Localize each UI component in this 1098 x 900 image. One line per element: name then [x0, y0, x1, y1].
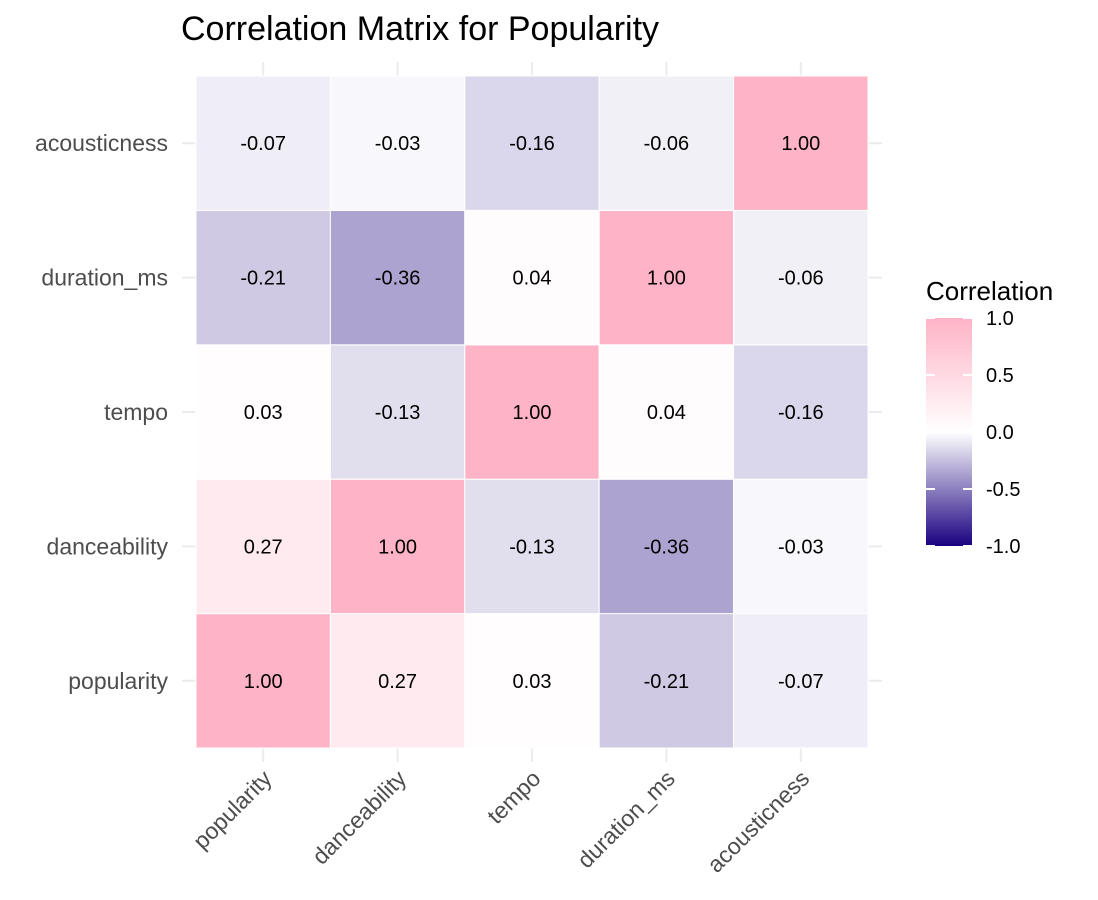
cell-value-label: 0.04	[647, 402, 686, 424]
x-tick-label: acousticness	[702, 765, 814, 877]
heatmap-cell	[733, 209, 869, 346]
heatmap-cell	[464, 613, 600, 749]
heatmap-cell	[733, 478, 869, 615]
cell-value-label: -0.07	[240, 133, 286, 155]
cell-value-labels: 1.00 0.27 0.03 -0.21 -0.07 0.27 1.00 -0.13 -0.36…	[240, 133, 823, 693]
heatmap-cells	[195, 75, 869, 749]
legend-title: Correlation	[926, 276, 1053, 306]
cell-value-label: -0.36	[644, 536, 690, 558]
legend-tick-label: -1.0	[986, 536, 1020, 558]
cell-value-label: -0.03	[778, 536, 824, 558]
cell-value-label: 1.00	[244, 671, 283, 693]
y-tick-label: acousticness	[35, 130, 168, 156]
cell-value-label: 1.00	[647, 268, 686, 290]
heatmap-cell	[464, 478, 600, 615]
cell-value-label: -0.16	[778, 402, 824, 424]
cell-value-label: -0.13	[509, 536, 555, 558]
cell-value-label: 0.27	[378, 671, 417, 693]
cell-value-label: -0.36	[375, 268, 421, 290]
heatmap-cell	[733, 75, 869, 211]
heatmap-cell	[598, 209, 735, 346]
heatmap-cell	[464, 75, 600, 211]
heatmap-cell	[733, 613, 869, 749]
heatmap-cell	[195, 209, 331, 346]
cell-value-label: 0.04	[513, 268, 552, 290]
cell-value-label: 1.00	[513, 402, 552, 424]
heatmap-cell	[598, 75, 735, 211]
chart-title: Correlation Matrix for Popularity	[181, 10, 659, 48]
heatmap-cell	[329, 75, 466, 211]
heatmap-cell	[598, 613, 735, 749]
x-tick-label: tempo	[482, 765, 546, 829]
y-axis: popularity danceability tempo duration_ms ac…	[35, 130, 168, 694]
cell-value-label: -0.13	[375, 402, 421, 424]
heatmap-cell	[329, 209, 466, 346]
legend-tick-label: -0.5	[986, 479, 1020, 501]
y-tick-label: danceability	[47, 533, 169, 559]
cell-value-label: 1.00	[378, 536, 417, 558]
x-tick-label: popularity	[188, 765, 277, 854]
legend-ticks: 1.0 0.5 0.0 -0.5 -1.0	[926, 308, 1020, 558]
legend: Correlation 1.0 0.5 0.0 -0.5 -1.0	[926, 276, 1053, 558]
legend-tick-label: 0.0	[986, 422, 1014, 444]
heatmap-cell	[329, 344, 466, 480]
heatmap-cell	[195, 344, 331, 480]
heatmap-cell	[195, 478, 331, 615]
heatmap-cell	[329, 478, 466, 615]
legend-tick-label: 0.5	[986, 365, 1014, 387]
legend-tick-label: 1.0	[986, 308, 1014, 330]
cell-value-label: 0.03	[244, 402, 283, 424]
heatmap-cell	[464, 344, 600, 480]
cell-value-label: -0.07	[778, 671, 824, 693]
x-tick-label: danceability	[307, 765, 412, 870]
heatmap-cell	[329, 613, 466, 749]
cell-value-label: -0.06	[778, 268, 824, 290]
heatmap-cell	[598, 478, 735, 615]
y-tick-label: duration_ms	[41, 265, 168, 291]
y-tick-label: popularity	[68, 668, 168, 694]
cell-value-label: 1.00	[781, 133, 820, 155]
cell-value-label: 0.27	[244, 536, 283, 558]
cell-value-label: -0.21	[644, 671, 690, 693]
cell-value-label: -0.03	[375, 133, 421, 155]
y-tick-label: tempo	[104, 399, 168, 425]
heatmap-cell	[195, 75, 331, 211]
cell-value-label: -0.21	[240, 268, 286, 290]
cell-value-label: -0.06	[644, 133, 690, 155]
x-axis: popularity danceability tempo duration_ms ac…	[188, 765, 815, 878]
x-tick-label: duration_ms	[572, 765, 680, 873]
cell-value-label: -0.16	[509, 133, 555, 155]
cell-value-label: 0.03	[513, 671, 552, 693]
